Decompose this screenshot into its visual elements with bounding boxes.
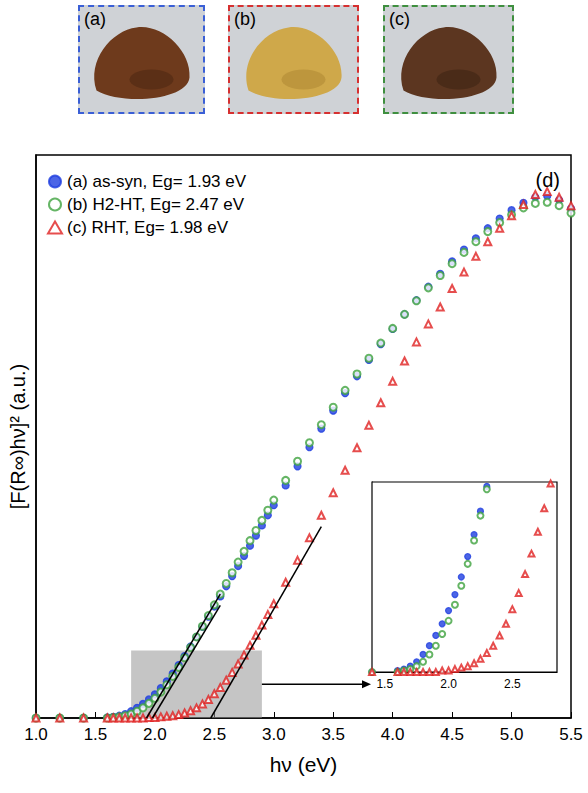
svg-text:3.5: 3.5 xyxy=(321,725,345,744)
svg-text:hν (eV): hν (eV) xyxy=(270,753,338,776)
svg-text:(b) H2-HT, Eg= 2.47 eV: (b) H2-HT, Eg= 2.47 eV xyxy=(67,195,245,214)
svg-text:(a) as-syn, Eg= 1.93 eV: (a) as-syn, Eg= 1.93 eV xyxy=(67,172,247,191)
svg-text:5.5: 5.5 xyxy=(559,725,583,744)
svg-text:5.0: 5.0 xyxy=(500,725,524,744)
html-text:(b): (b) xyxy=(234,9,256,29)
svg-text:(c) RHT, Eg= 1.98 eV: (c) RHT, Eg= 1.98 eV xyxy=(67,218,229,237)
svg-text:4.5: 4.5 xyxy=(440,725,464,744)
svg-text:(d): (d) xyxy=(536,169,560,191)
html-text:(c): (c) xyxy=(389,9,410,29)
html-text:(a): (a) xyxy=(84,9,106,29)
svg-text:[F(R∞)hν]² (a.u.): [F(R∞)hν]² (a.u.) xyxy=(7,364,29,509)
svg-text:2.5: 2.5 xyxy=(203,725,227,744)
svg-text:4.0: 4.0 xyxy=(381,725,405,744)
svg-text:2.0: 2.0 xyxy=(143,725,167,744)
svg-text:1.0: 1.0 xyxy=(24,725,48,744)
svg-text:3.0: 3.0 xyxy=(262,725,286,744)
svg-text:1.5: 1.5 xyxy=(84,725,108,744)
